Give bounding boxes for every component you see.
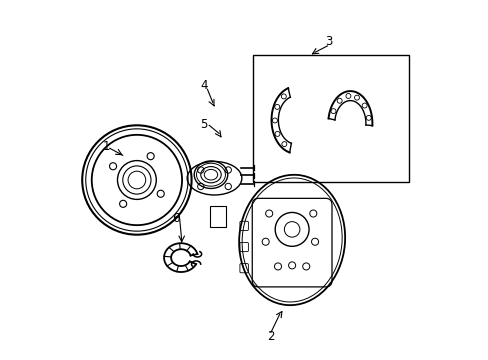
Text: 2: 2 (266, 330, 274, 343)
Bar (253, 55, 407, 182)
Text: 3: 3 (325, 35, 332, 48)
Text: 4: 4 (200, 79, 207, 92)
Bar (210, 206, 225, 227)
Text: 6: 6 (172, 212, 179, 225)
Text: 1: 1 (102, 140, 110, 153)
Text: 5: 5 (200, 118, 207, 131)
